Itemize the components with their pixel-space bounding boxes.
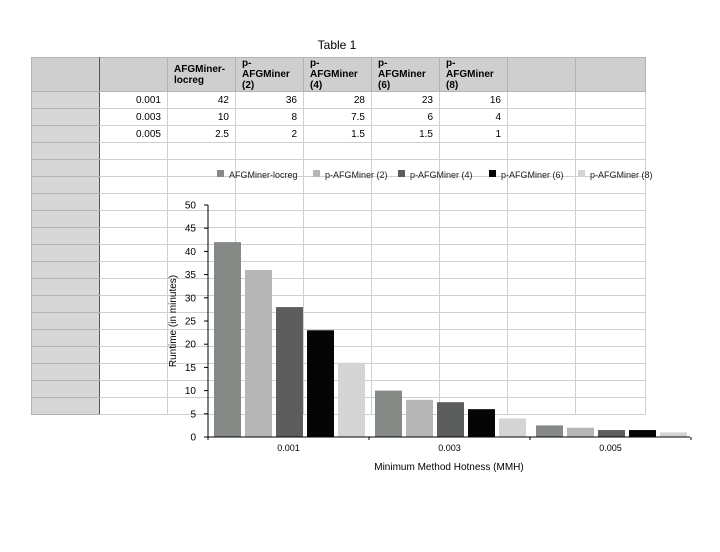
y-axis-title: Runtime (in minutes) — [168, 275, 179, 367]
bar-4-0.005 — [629, 430, 656, 437]
table-row: 0.003 10 8 7.5 6 4 — [31, 108, 646, 126]
table-row — [31, 244, 646, 262]
row-header-cell[interactable] — [31, 397, 100, 415]
bar-2-0.001 — [245, 269, 272, 437]
table-row — [31, 142, 646, 160]
y-tick-label: 10 — [185, 386, 197, 397]
legend-label: p-AFGMiner (8) — [590, 170, 653, 180]
bar-5-0.003 — [499, 418, 526, 437]
x-tick-label: 0.001 — [277, 443, 300, 453]
spreadsheet-table: AFGMiner-locreg p-AFGMiner (2) p-AFGMine… — [31, 57, 646, 415]
legend-swatch — [398, 170, 405, 177]
table-cell[interactable] — [575, 397, 646, 415]
row-header-cell[interactable] — [31, 176, 100, 194]
table-row: 0.001 42 36 28 23 16 — [31, 91, 646, 109]
bar-2-0.005 — [567, 427, 594, 437]
row-header-cell[interactable] — [31, 346, 100, 364]
y-tick-label: 45 — [185, 224, 197, 235]
y-tick-label: 20 — [185, 340, 197, 351]
bar-group — [214, 242, 687, 437]
row-header-cell[interactable] — [31, 142, 100, 160]
row-header-cell[interactable] — [31, 261, 100, 279]
table-title: Table 1 — [317, 38, 357, 52]
y-tick-label: 0 — [190, 433, 196, 444]
x-tick-label: 0.003 — [438, 443, 461, 453]
legend-label: p-AFGMiner (2) — [325, 170, 388, 180]
legend-swatch — [489, 170, 496, 177]
table-row — [31, 278, 646, 296]
y-tick-label: 50 — [185, 201, 197, 212]
x-axis-title: Minimum Method Hotness (MMH) — [374, 462, 523, 473]
bar-4-0.001 — [307, 330, 334, 437]
bar-5-0.005 — [660, 432, 687, 437]
legend-label: p-AFGMiner (4) — [410, 170, 473, 180]
y-tick-label: 15 — [185, 363, 197, 374]
table-row: 0.005 2.5 2 1.5 1.5 1 — [31, 125, 646, 143]
y-tick-label: 40 — [185, 247, 197, 258]
row-header-cell[interactable] — [31, 108, 100, 126]
header-cell[interactable]: p-AFGMiner (4) — [303, 57, 372, 92]
header-cell[interactable]: AFGMiner-locreg — [167, 57, 236, 92]
bar-5-0.001 — [338, 362, 365, 437]
bar-3-0.003 — [437, 402, 464, 437]
legend-swatch — [313, 170, 320, 177]
legend-swatch — [578, 170, 585, 177]
row-header-cell[interactable] — [31, 193, 100, 211]
header-cell[interactable] — [575, 57, 646, 92]
header-cell[interactable]: p-AFGMiner (2) — [235, 57, 304, 92]
bar-2-0.003 — [406, 399, 433, 437]
x-tick-label: 0.005 — [599, 443, 622, 453]
row-header-cell[interactable] — [31, 227, 100, 245]
legend-label: p-AFGMiner (6) — [501, 170, 564, 180]
legend-swatch — [217, 170, 224, 177]
bar-3-0.005 — [598, 430, 625, 437]
row-header-cell[interactable] — [31, 278, 100, 296]
row-header-cell[interactable] — [31, 295, 100, 313]
header-cell[interactable] — [507, 57, 576, 92]
bar-1-0.001 — [214, 242, 241, 437]
y-tick-label: 25 — [185, 317, 197, 328]
row-header-cell[interactable] — [31, 329, 100, 347]
row-header-cell[interactable] — [31, 125, 100, 143]
bar-4-0.003 — [468, 409, 495, 437]
legend-label: AFGMiner-locreg — [229, 170, 298, 180]
y-tick-label: 30 — [185, 293, 197, 304]
bar-1-0.005 — [536, 425, 563, 437]
table-row — [31, 193, 646, 211]
table-row — [31, 261, 646, 279]
header-cell[interactable]: p-AFGMiner (8) — [439, 57, 508, 92]
header-row: AFGMiner-locreg p-AFGMiner (2) p-AFGMine… — [31, 57, 646, 92]
bar-3-0.001 — [276, 307, 303, 437]
chart-axes: 0 5 10 15 20 25 30 35 40 45 50 0.001 0.003 0.005 — [185, 201, 692, 453]
y-tick-label: 5 — [190, 409, 196, 420]
y-tick-label: 35 — [185, 270, 197, 281]
chart-legend: AFGMiner-locreg p-AFGMiner (2) p-AFGMiner … — [217, 170, 653, 180]
bar-1-0.003 — [375, 390, 402, 437]
